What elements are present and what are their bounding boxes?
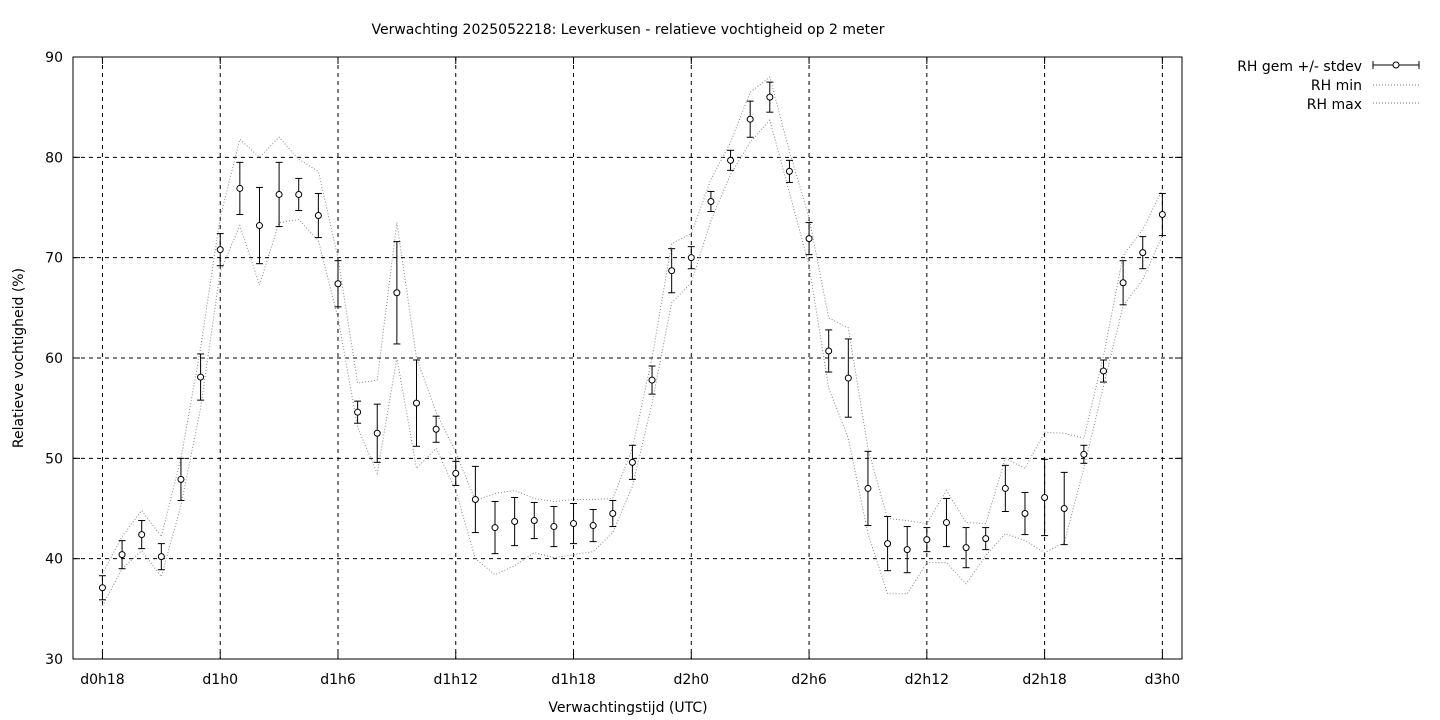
data-point-mean: [530, 517, 538, 525]
data-point-mean: [1001, 484, 1009, 492]
data-point-mean: [118, 551, 126, 559]
data-point-mean: [275, 190, 283, 198]
x-tick-label: d1h18: [551, 672, 595, 688]
legend-marker-mean: [1392, 61, 1400, 69]
x-tick-label: d2h18: [1022, 672, 1066, 688]
x-tick-label: d2h6: [791, 672, 827, 688]
data-point-mean: [844, 374, 852, 382]
data-point-mean: [628, 458, 636, 466]
data-point-mean: [1139, 249, 1147, 257]
y-tick-label: 40: [45, 552, 63, 568]
data-point-mean: [197, 373, 205, 381]
data-point-mean: [884, 540, 892, 548]
y-axis-label: Relatieve vochtigheid (%): [11, 268, 27, 448]
x-tick-label: d2h12: [905, 672, 949, 688]
data-point-mean: [746, 115, 754, 123]
data-point-mean: [570, 520, 578, 528]
data-point-mean: [314, 212, 322, 220]
data-point-mean: [1041, 493, 1049, 501]
x-tick-label: d1h6: [320, 672, 356, 688]
data-point-mean: [589, 522, 597, 530]
data-point-mean: [707, 197, 715, 205]
legend-entry-min: RH min: [1311, 78, 1419, 94]
data-point-mean: [471, 495, 479, 503]
data-point-mean: [923, 536, 931, 544]
data-point-mean: [982, 535, 990, 543]
legend-label-max: RH max: [1307, 97, 1362, 113]
plot-frame: [72, 56, 1183, 660]
y-tick-label: 80: [45, 150, 63, 166]
x-tick-label: d3h0: [1145, 672, 1181, 688]
data-point-mean: [452, 469, 460, 477]
data-point-mean: [1158, 211, 1166, 219]
data-point-mean: [432, 425, 440, 433]
data-point-mean: [412, 399, 420, 407]
data-point-mean: [1080, 450, 1088, 458]
data-point-mean: [864, 484, 872, 492]
legend-label-min: RH min: [1311, 78, 1362, 94]
x-tick-label: d1h0: [202, 672, 238, 688]
data-point-mean: [942, 519, 950, 527]
data-point-mean: [1060, 505, 1068, 512]
y-tick-label: 50: [45, 451, 63, 467]
y-tick-label: 30: [45, 652, 63, 668]
data-point-mean: [785, 167, 793, 175]
x-tick-label: d2h0: [674, 672, 710, 688]
data-point-mean: [334, 280, 342, 288]
data-point-mean: [236, 184, 244, 192]
plot-series: [98, 76, 1166, 607]
data-point-mean: [354, 408, 362, 416]
data-point-mean: [511, 518, 519, 526]
data-point-mean: [609, 510, 617, 518]
legend: RH gem +/- stdev RH min RH max: [1237, 59, 1420, 113]
data-point-mean: [648, 376, 656, 384]
data-point-mean: [1099, 367, 1107, 375]
data-point-mean: [373, 429, 381, 437]
data-point-mean: [491, 524, 499, 532]
data-point-mean: [157, 553, 165, 561]
data-point-mean: [216, 246, 224, 254]
data-point-mean: [1119, 279, 1127, 287]
data-point-mean: [962, 544, 970, 552]
y-tick-label: 70: [45, 251, 63, 267]
legend-entry-max: RH max: [1307, 97, 1419, 113]
legend-label-mean: RH gem +/- stdev: [1237, 59, 1362, 75]
data-point-mean: [687, 254, 695, 262]
data-point-mean: [668, 267, 676, 275]
data-point-mean: [550, 523, 558, 531]
grid-lines: [73, 57, 1182, 659]
x-axis-label: Verwachtingstijd (UTC): [548, 700, 707, 716]
chart-title: Verwachting 2025052218: Leverkusen - rel…: [371, 22, 884, 38]
y-tick-label: 60: [45, 351, 63, 367]
x-tick-label: d0h18: [80, 672, 124, 688]
data-point-mean: [255, 222, 263, 230]
x-tick-label: d1h12: [434, 672, 478, 688]
data-point-mean: [295, 190, 303, 198]
data-point-mean: [825, 347, 833, 355]
data-point-mean: [98, 584, 106, 592]
data-point-mean: [727, 156, 735, 164]
axis-ticks: 30 40 50 60 70 80 90 d0h18 d1h0 d1h6 d1h12 d1h18 d2h…: [45, 50, 1182, 688]
data-point-mean: [1021, 510, 1029, 518]
data-point-mean: [393, 289, 401, 297]
legend-entry-mean: RH gem +/- stdev: [1237, 59, 1420, 75]
data-point-mean: [766, 93, 774, 101]
series-line-rh-max: [102, 76, 1163, 574]
data-point-mean: [805, 235, 813, 243]
data-point-mean: [177, 475, 185, 483]
data-point-mean: [138, 531, 146, 539]
data-point-mean: [903, 546, 911, 554]
series-line-rh-min: [102, 119, 1163, 607]
y-tick-label: 90: [45, 50, 63, 66]
